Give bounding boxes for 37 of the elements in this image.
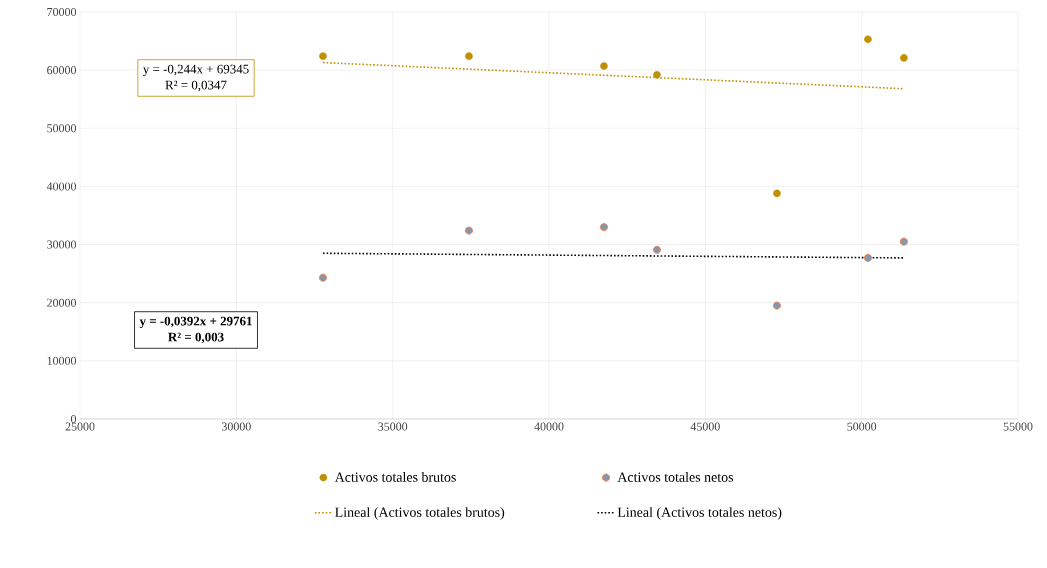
- x-tick-label: 50000: [847, 422, 877, 431]
- x-tick-label: 25000: [65, 422, 95, 431]
- y-tick-label: 30000: [47, 240, 77, 249]
- legend-label: Lineal (Activos totales brutos): [335, 507, 505, 520]
- point: [772, 301, 781, 310]
- point: [600, 62, 608, 70]
- x-tick-label: 55000: [1003, 422, 1033, 431]
- point: [464, 226, 473, 235]
- annotation: R² = 0,0347: [165, 80, 227, 92]
- y-tick-label: 70000: [47, 7, 77, 17]
- legend-label: Lineal (Activos totales netos): [617, 507, 782, 520]
- point: [319, 52, 327, 60]
- point: [899, 237, 908, 246]
- point: [653, 70, 661, 79]
- x-tick-label: 45000: [690, 422, 720, 431]
- y-tick-label: 20000: [47, 298, 77, 307]
- x-tick-label: 40000: [534, 422, 564, 431]
- y-tick-label: 40000: [46, 182, 77, 191]
- x-tick-label: 30000: [221, 422, 251, 431]
- point: [318, 273, 327, 282]
- y-tick-label: 50000: [47, 124, 77, 133]
- legend-label: Activos totales brutos: [334, 472, 456, 482]
- annotation: R² = 0,003: [168, 332, 224, 344]
- point: [863, 253, 872, 262]
- legend-label: Activos totales netos: [617, 472, 734, 482]
- point: [773, 189, 781, 198]
- annotation: y = -0,0392x + 29761: [139, 316, 252, 329]
- y-tick-label: 0: [70, 414, 77, 424]
- point: [652, 245, 661, 254]
- y-tick-label: 60000: [47, 66, 77, 75]
- point: [465, 52, 473, 60]
- x-tick-label: 35000: [378, 422, 408, 431]
- annotation: y = -0,244x + 69345: [142, 64, 249, 77]
- point: [599, 223, 608, 232]
- point: [864, 35, 872, 44]
- point: [900, 54, 908, 62]
- y-tick-label: 10000: [47, 356, 77, 365]
